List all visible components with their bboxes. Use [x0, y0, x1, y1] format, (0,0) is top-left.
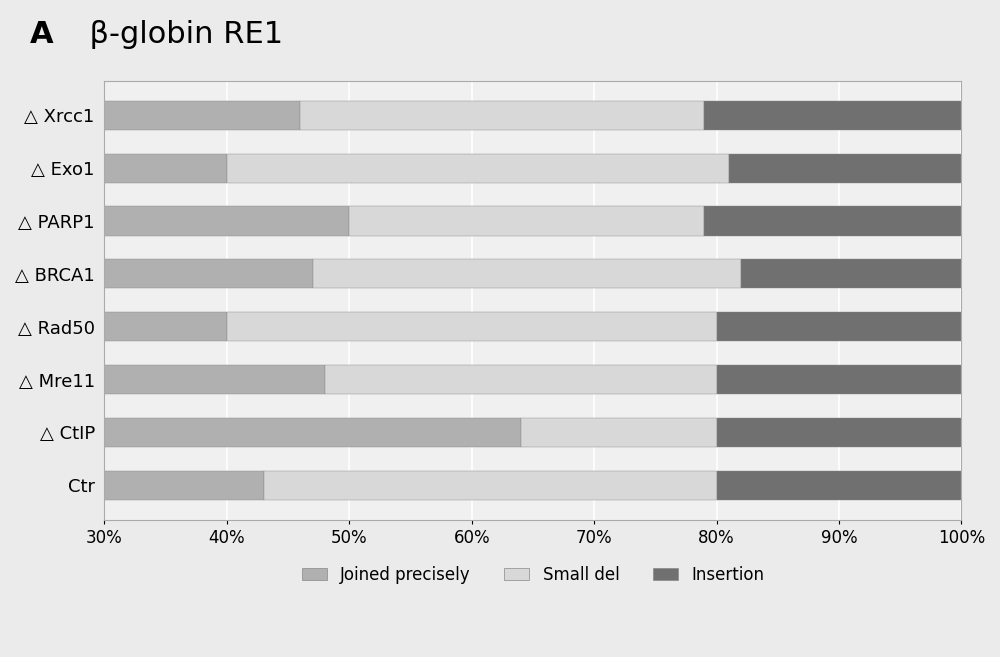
Bar [521, 418, 717, 447]
Bar [717, 471, 961, 500]
Bar [104, 471, 264, 500]
Bar [704, 206, 961, 235]
Bar [104, 260, 313, 288]
Bar [704, 101, 961, 129]
Bar [227, 312, 717, 341]
Text: β-globin RE1: β-globin RE1 [70, 20, 283, 49]
Bar [325, 365, 717, 394]
Bar [104, 154, 227, 183]
Legend: Joined precisely, Small del, Insertion: Joined precisely, Small del, Insertion [295, 559, 771, 591]
Bar [300, 101, 704, 129]
Bar [729, 154, 961, 183]
Bar [104, 418, 521, 447]
Bar [717, 312, 961, 341]
Bar [313, 260, 741, 288]
Bar [104, 365, 325, 394]
Bar [349, 206, 704, 235]
Bar [227, 154, 729, 183]
Bar [104, 312, 227, 341]
Bar [717, 365, 961, 394]
Bar [741, 260, 961, 288]
Bar [104, 101, 300, 129]
Bar [264, 471, 717, 500]
Text: A: A [30, 20, 54, 49]
Bar [717, 418, 961, 447]
Bar [104, 206, 349, 235]
